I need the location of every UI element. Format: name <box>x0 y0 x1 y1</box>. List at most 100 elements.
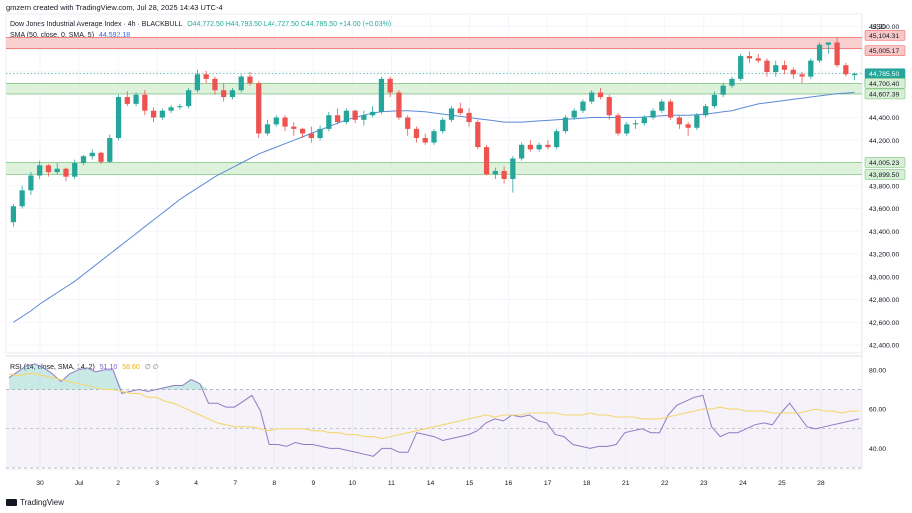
candle-body <box>264 124 271 134</box>
price-tick-label: 43,200.00 <box>869 252 899 259</box>
time-tick-label: 14 <box>427 480 435 487</box>
candle-body <box>816 44 823 61</box>
tradingview-logo-icon <box>6 499 17 506</box>
candle-body <box>405 117 411 129</box>
candle <box>720 83 726 98</box>
candle <box>799 72 805 84</box>
rsi-legend: RSI (14, close, SMA, 14, 2) 51.10 58.60 … <box>10 363 162 371</box>
candle-body <box>536 144 542 150</box>
candle-body <box>510 158 516 179</box>
rsi-tick-label: 60.00 <box>869 407 886 414</box>
zone-support-lower <box>6 162 862 175</box>
candle-body <box>352 110 358 120</box>
candle <box>177 103 183 110</box>
time-tick-label: 28 <box>817 480 825 487</box>
candle <box>650 108 656 120</box>
candle <box>746 51 753 63</box>
candle <box>694 112 700 131</box>
candle <box>624 122 630 136</box>
candle <box>685 122 691 136</box>
time-tick-label: Jul <box>75 480 84 487</box>
price-tick-label: 43,600.00 <box>869 206 899 213</box>
candle <box>107 134 113 164</box>
candle-body <box>667 101 674 118</box>
time-tick-label: 15 <box>466 480 474 487</box>
candle-body <box>334 115 341 123</box>
candle-body <box>624 124 630 134</box>
zone-support-upper <box>6 83 862 94</box>
candle <box>221 83 227 102</box>
candle <box>755 53 761 63</box>
candle-body <box>28 175 34 191</box>
candle <box>527 140 534 152</box>
candle <box>80 155 87 166</box>
candle <box>387 76 393 98</box>
candle-body <box>203 74 209 79</box>
time-tick-label: 8 <box>272 480 276 487</box>
candle <box>194 69 201 93</box>
candle-body <box>650 110 656 118</box>
price-badge-label: 44,700.40 <box>869 81 899 88</box>
candle-body <box>545 144 551 148</box>
rsi-tick-label: 40.00 <box>869 446 886 453</box>
brand-footer[interactable]: TradingView <box>6 498 64 507</box>
candle <box>264 119 271 136</box>
candle-body <box>746 56 753 59</box>
candles-layer <box>10 37 858 227</box>
candle <box>440 117 446 134</box>
price-tick-label: 42,400.00 <box>869 343 899 350</box>
ohlc-values: O44,772.50 H44,793.50 L44,727.50 C44,785… <box>187 21 392 28</box>
candle-body <box>177 106 183 108</box>
candle <box>45 164 52 177</box>
candle <box>28 172 34 195</box>
time-tick-label: 25 <box>778 480 786 487</box>
candle-body <box>212 78 218 91</box>
candle-body <box>291 126 297 129</box>
candle <box>212 76 218 95</box>
candle-body <box>159 110 165 118</box>
sma-value: 44,592.18 <box>98 32 131 39</box>
candle-body <box>361 115 367 120</box>
candle <box>282 115 288 132</box>
candle-body <box>168 107 174 111</box>
candle <box>54 163 60 175</box>
candle-body <box>501 170 507 179</box>
candle <box>159 108 165 120</box>
candle <box>229 87 236 100</box>
candle <box>361 110 367 126</box>
price-badge-support: 43,899.50 <box>864 169 906 180</box>
time-tick-label: 9 <box>311 480 315 487</box>
candle-body <box>554 131 560 148</box>
candle-body <box>641 117 647 124</box>
time-tick-label: 16 <box>505 480 513 487</box>
candle-body <box>755 58 761 61</box>
rsi-value: 51.10 <box>99 364 118 371</box>
candle-body <box>615 115 621 134</box>
candle-body <box>63 168 69 177</box>
rsi-extra: ∅ ∅ <box>144 364 159 371</box>
time-tick-label: 7 <box>233 480 237 487</box>
candle <box>597 87 604 100</box>
price-badge-bg <box>864 30 906 41</box>
candle <box>299 127 306 138</box>
candle <box>343 108 349 125</box>
candle-body <box>448 108 455 120</box>
sma-legend: SMA (50, close, 0, SMA, 5) 44,592.18 <box>10 32 133 39</box>
candle-body <box>431 131 437 143</box>
candle-body <box>808 60 814 77</box>
price-zones <box>6 37 862 175</box>
candle-body <box>519 144 525 159</box>
price-badge-support: 44,700.40 <box>864 78 906 89</box>
time-tick-label: 30 <box>36 480 44 487</box>
candle <box>510 156 516 193</box>
candle-body <box>186 90 192 107</box>
time-tick-label: 10 <box>349 480 357 487</box>
candle-body <box>238 76 244 91</box>
price-tick-label: 45,200.00 <box>869 24 899 31</box>
candle-body <box>475 122 481 148</box>
candle <box>396 90 402 120</box>
candle <box>851 72 858 81</box>
rsi-label: RSI (14, close, SMA, 14, 2) <box>10 364 95 371</box>
price-badge-sma: 44,607.39 <box>864 88 906 100</box>
